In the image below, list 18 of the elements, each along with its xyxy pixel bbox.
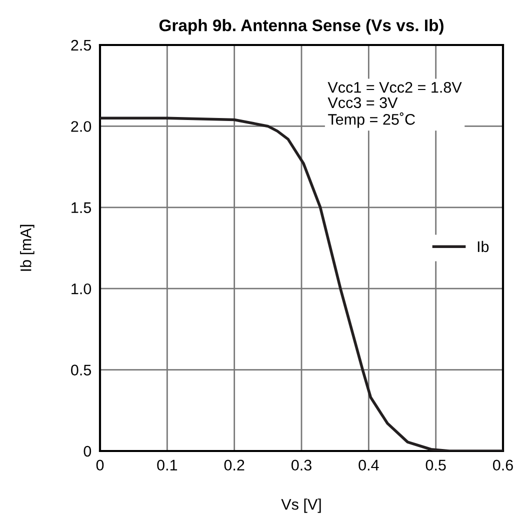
y-tick-label: 2.0	[71, 121, 92, 132]
y-tick-label: 1.5	[72, 202, 92, 214]
y-tick-label: 0	[84, 446, 92, 457]
legend-label: Ib	[478, 240, 489, 252]
x-tick-label: 0.2	[224, 460, 244, 471]
y-tick-label: 1.0	[72, 283, 92, 294]
x-axis-title: Vs [V]	[281, 498, 321, 513]
x-tick-label: 0	[96, 460, 104, 471]
x-tick-label: 0.4	[358, 460, 379, 471]
annotation: Vcc1 = Vcc2 = 1.8V Vcc3 = 3V Temp = 25˚C	[328, 82, 462, 128]
y-axis-title: Ib [mA]	[20, 224, 34, 271]
x-tick-label: 0.5	[426, 460, 446, 471]
y-tick-label: 2.5	[71, 40, 92, 51]
x-tick-label: 0.6	[492, 460, 513, 471]
x-tick-label: 0.1	[157, 460, 178, 471]
x-tick-label: 0.3	[291, 460, 312, 471]
y-tick-label: 0.5	[71, 364, 92, 376]
chart-title: Graph 9b. Antenna Sense (Vs vs. Ib)	[159, 19, 444, 35]
